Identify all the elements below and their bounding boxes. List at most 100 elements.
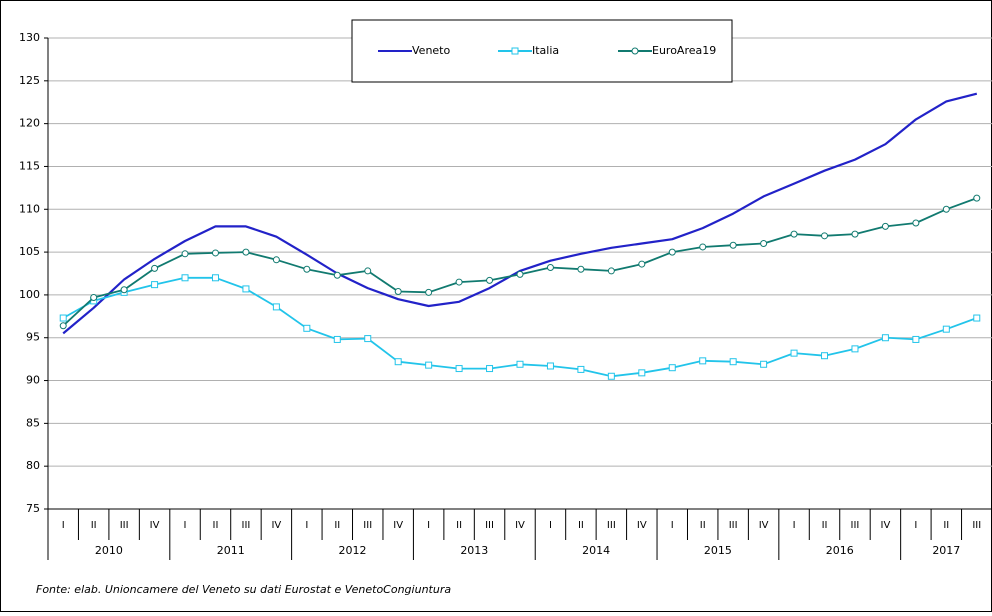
point — [151, 281, 159, 289]
point — [577, 365, 585, 373]
point — [90, 293, 98, 301]
point — [546, 362, 554, 370]
x-tick-label: III — [972, 520, 981, 531]
point — [516, 270, 524, 278]
point — [699, 357, 707, 365]
x-tick-label: III — [607, 520, 616, 531]
point — [577, 265, 585, 273]
point — [455, 365, 463, 373]
y-tick-label: 105 — [19, 245, 40, 258]
point — [303, 265, 311, 273]
y-tick-label: 110 — [19, 202, 40, 215]
point — [272, 303, 280, 311]
x-tick-label: IV — [393, 520, 403, 531]
x-tick-label: II — [213, 520, 219, 531]
year-label: 2010 — [95, 544, 123, 557]
x-tick-label: IV — [759, 520, 769, 531]
x-tick-label: III — [851, 520, 860, 531]
x-tick-label: II — [943, 520, 949, 531]
legend-label: EuroArea19 — [652, 44, 716, 57]
point — [364, 267, 372, 275]
point — [790, 349, 798, 357]
x-tick-label: I — [549, 520, 552, 531]
x-tick-label: I — [671, 520, 674, 531]
point — [699, 243, 707, 251]
legend-label: Italia — [532, 44, 559, 57]
point — [272, 256, 280, 264]
point — [181, 250, 189, 258]
y-tick-label: 90 — [26, 374, 40, 387]
point — [333, 271, 341, 279]
y-tick-label: 80 — [26, 459, 40, 472]
x-tick-label: IV — [271, 520, 281, 531]
x-tick-label: IV — [150, 520, 160, 531]
legend-box — [351, 19, 733, 83]
point — [881, 222, 889, 230]
y-tick-label: 130 — [19, 31, 40, 44]
year-label: 2016 — [826, 544, 854, 557]
y-tick-label: 125 — [19, 74, 40, 87]
point — [638, 369, 646, 377]
legend-label: Veneto — [412, 44, 450, 57]
y-tick-label: 85 — [26, 416, 40, 429]
year-label: 2014 — [582, 544, 610, 557]
x-tick-label: III — [729, 520, 738, 531]
point — [668, 248, 676, 256]
x-tick-label: III — [363, 520, 372, 531]
x-tick-label: II — [578, 520, 584, 531]
y-tick-label: 95 — [26, 331, 40, 344]
point — [881, 334, 889, 342]
point — [607, 267, 615, 275]
point — [729, 241, 737, 249]
point — [912, 335, 920, 343]
point — [942, 325, 950, 333]
point — [394, 358, 402, 366]
point — [942, 205, 950, 213]
x-tick-label: I — [427, 520, 430, 531]
x-tick-label: IV — [881, 520, 891, 531]
y-tick-label: 75 — [26, 502, 40, 515]
x-tick-label: III — [120, 520, 129, 531]
point — [546, 264, 554, 272]
point — [516, 360, 524, 368]
point — [668, 364, 676, 372]
point — [973, 314, 981, 322]
x-tick-label: II — [91, 520, 97, 531]
point — [59, 322, 67, 330]
point — [211, 274, 219, 282]
point — [912, 219, 920, 227]
year-label: 2017 — [932, 544, 960, 557]
point — [729, 358, 737, 366]
point — [486, 276, 494, 284]
point — [425, 288, 433, 296]
point — [394, 287, 402, 295]
legend-marker — [511, 47, 519, 55]
point — [425, 361, 433, 369]
point — [242, 248, 250, 256]
x-tick-label: I — [62, 520, 65, 531]
point — [760, 360, 768, 368]
point — [486, 365, 494, 373]
point — [242, 285, 250, 293]
year-label: 2015 — [704, 544, 732, 557]
point — [120, 286, 128, 294]
point — [59, 314, 67, 322]
y-tick-label: 120 — [19, 117, 40, 130]
x-tick-label: I — [305, 520, 308, 531]
point — [638, 260, 646, 268]
year-label: 2013 — [460, 544, 488, 557]
point — [364, 335, 372, 343]
x-tick-label: III — [242, 520, 251, 531]
year-label: 2011 — [217, 544, 245, 557]
point — [790, 230, 798, 238]
point — [333, 335, 341, 343]
point — [821, 232, 829, 240]
legend-marker — [631, 47, 639, 55]
y-tick-label: 100 — [19, 288, 40, 301]
x-tick-label: II — [456, 520, 462, 531]
point — [851, 345, 859, 353]
x-tick-label: II — [822, 520, 828, 531]
point — [303, 324, 311, 332]
